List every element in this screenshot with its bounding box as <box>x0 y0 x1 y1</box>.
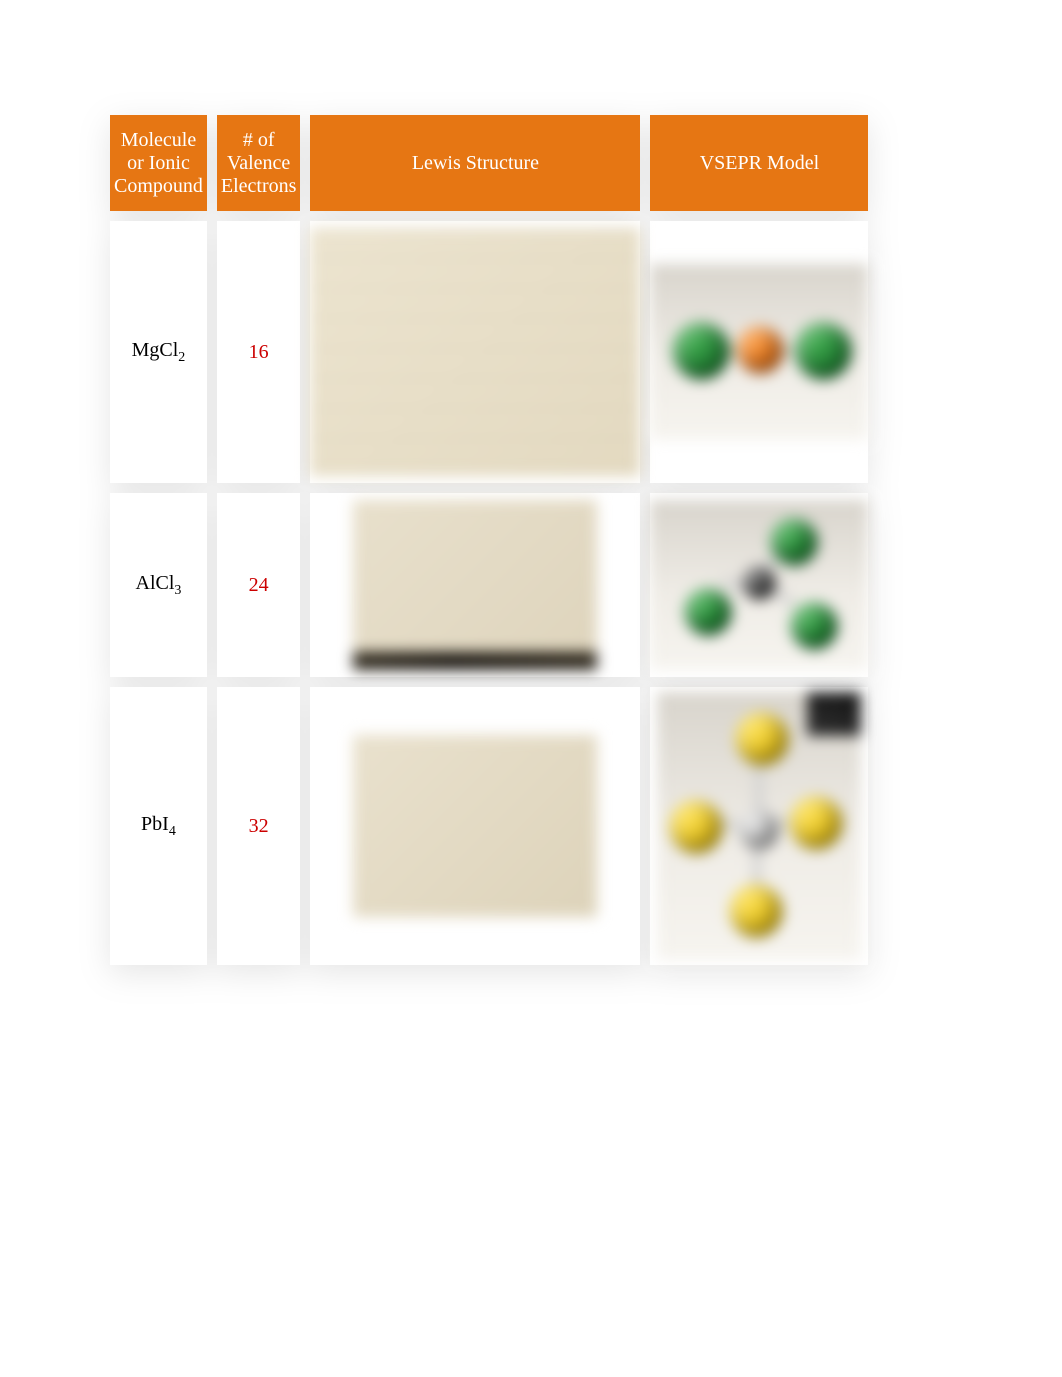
molecule-formula: MgCl2 <box>132 339 186 361</box>
vsepr-model-image <box>650 264 868 440</box>
cell-molecule: MgCl2 <box>110 221 207 483</box>
cell-lewis <box>310 687 640 965</box>
cell-lewis <box>310 493 640 677</box>
cell-vsepr <box>650 687 868 965</box>
table-row: PbI4 32 <box>110 687 868 965</box>
lewis-structure-image <box>353 735 597 917</box>
cell-vsepr <box>650 493 868 677</box>
page: Molecule or Ionic Compound # of Valence … <box>0 0 1062 975</box>
cell-valence: 32 <box>217 687 301 965</box>
cell-vsepr <box>650 221 868 483</box>
table-header-row: Molecule or Ionic Compound # of Valence … <box>110 115 868 211</box>
molecule-formula: AlCl3 <box>136 572 182 594</box>
cell-molecule: PbI4 <box>110 687 207 965</box>
cell-valence: 16 <box>217 221 301 483</box>
col-header-molecule: Molecule or Ionic Compound <box>110 115 207 211</box>
lewis-structure-image <box>310 228 640 476</box>
cell-molecule: AlCl3 <box>110 493 207 677</box>
col-header-valence: # of Valence Electrons <box>217 115 301 211</box>
molecule-formula: PbI4 <box>141 813 176 835</box>
cell-valence: 24 <box>217 493 301 677</box>
table-row: MgCl2 16 <box>110 221 868 483</box>
col-header-vsepr: VSEPR Model <box>650 115 868 211</box>
vsepr-model-image <box>657 692 861 960</box>
table-row: AlCl3 24 <box>110 493 868 677</box>
cell-lewis <box>310 221 640 483</box>
lewis-structure-image <box>353 500 597 670</box>
vsepr-table: Molecule or Ionic Compound # of Valence … <box>100 105 878 975</box>
col-header-lewis: Lewis Structure <box>310 115 640 211</box>
vsepr-model-image <box>650 500 868 670</box>
